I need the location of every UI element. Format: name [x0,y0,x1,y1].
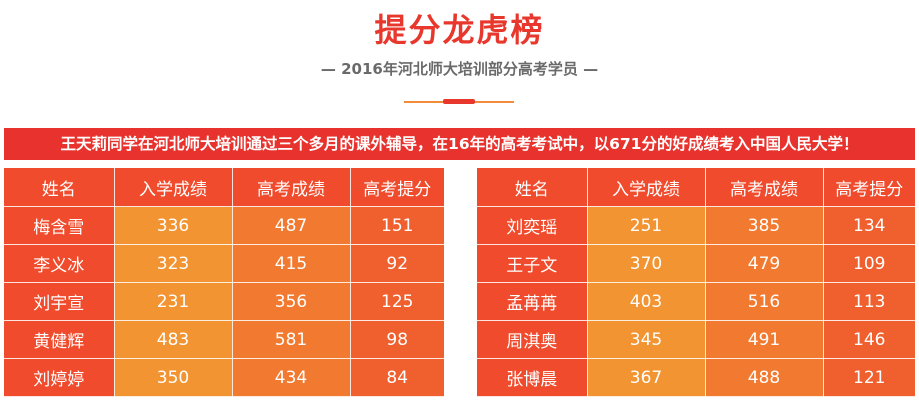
student-name: 王子文 [477,244,588,283]
student-name: 刘宇宣 [4,282,115,321]
exam-score: 491 [705,320,824,359]
header-entry-score: 入学成绩 [587,168,706,207]
title-divider-accent [443,99,475,104]
entry-score: 483 [114,320,233,359]
improvement-score: 98 [350,320,444,359]
student-name: 刘奕瑶 [477,206,588,245]
header-improvement: 高考提分 [823,168,915,207]
entry-score: 367 [587,358,706,397]
highlight-banner: 王天莉同学在河北师大培训通过三个多月的课外辅导，在16年的高考考试中，以671分… [4,128,915,160]
entry-score: 370 [587,244,706,283]
student-name: 周淇奥 [477,320,588,359]
table-row: 梅含雪 336 487 151 [4,206,444,245]
page-subtitle: — 2016年河北师大培训部分高考学员 — [320,60,599,78]
student-name: 梅含雪 [4,206,115,245]
improvement-score: 84 [350,358,444,397]
table-row: 黄健辉 483 581 98 [4,320,444,359]
exam-score: 385 [705,206,824,245]
table-row: 王子文 370 479 109 [477,244,915,283]
header-name: 姓名 [477,168,588,207]
table-row: 孟苒苒 403 516 113 [477,282,915,321]
table-row: 刘宇宣 231 356 125 [4,282,444,321]
entry-score: 345 [587,320,706,359]
student-name: 张博晨 [477,358,588,397]
header-name: 姓名 [4,168,115,207]
table-row: 刘婷婷 350 434 84 [4,358,444,397]
improvement-score: 113 [823,282,915,321]
table-header-row: 姓名 入学成绩 高考成绩 高考提分 [477,168,915,207]
table-header-row: 姓名 入学成绩 高考成绩 高考提分 [4,168,444,207]
entry-score: 403 [587,282,706,321]
student-name: 李义冰 [4,244,115,283]
improvement-score: 134 [823,206,915,245]
header-exam-score: 高考成绩 [232,168,351,207]
entry-score: 231 [114,282,233,321]
table-row: 张博晨 367 488 121 [477,358,915,397]
table-row: 刘奕瑶 251 385 134 [477,206,915,245]
score-table-left: 姓名 入学成绩 高考成绩 高考提分 梅含雪 336 487 151 李义冰 32… [4,168,444,397]
table-row: 李义冰 323 415 92 [4,244,444,283]
improvement-score: 146 [823,320,915,359]
improvement-score: 125 [350,282,444,321]
table-row: 周淇奥 345 491 146 [477,320,915,359]
score-table-right: 姓名 入学成绩 高考成绩 高考提分 刘奕瑶 251 385 134 王子文 37… [477,168,915,397]
header-entry-score: 入学成绩 [114,168,233,207]
exam-score: 356 [232,282,351,321]
header-exam-score: 高考成绩 [705,168,824,207]
student-name: 孟苒苒 [477,282,588,321]
entry-score: 251 [587,206,706,245]
improvement-score: 151 [350,206,444,245]
exam-score: 479 [705,244,824,283]
exam-score: 487 [232,206,351,245]
improvement-score: 121 [823,358,915,397]
entry-score: 350 [114,358,233,397]
entry-score: 336 [114,206,233,245]
student-name: 黄健辉 [4,320,115,359]
student-name: 刘婷婷 [4,358,115,397]
exam-score: 415 [232,244,351,283]
exam-score: 581 [232,320,351,359]
exam-score: 434 [232,358,351,397]
improvement-score: 109 [823,244,915,283]
entry-score: 323 [114,244,233,283]
header-improvement: 高考提分 [350,168,444,207]
page-title: 提分龙虎榜 [374,11,545,49]
exam-score: 516 [705,282,824,321]
exam-score: 488 [705,358,824,397]
improvement-score: 92 [350,244,444,283]
